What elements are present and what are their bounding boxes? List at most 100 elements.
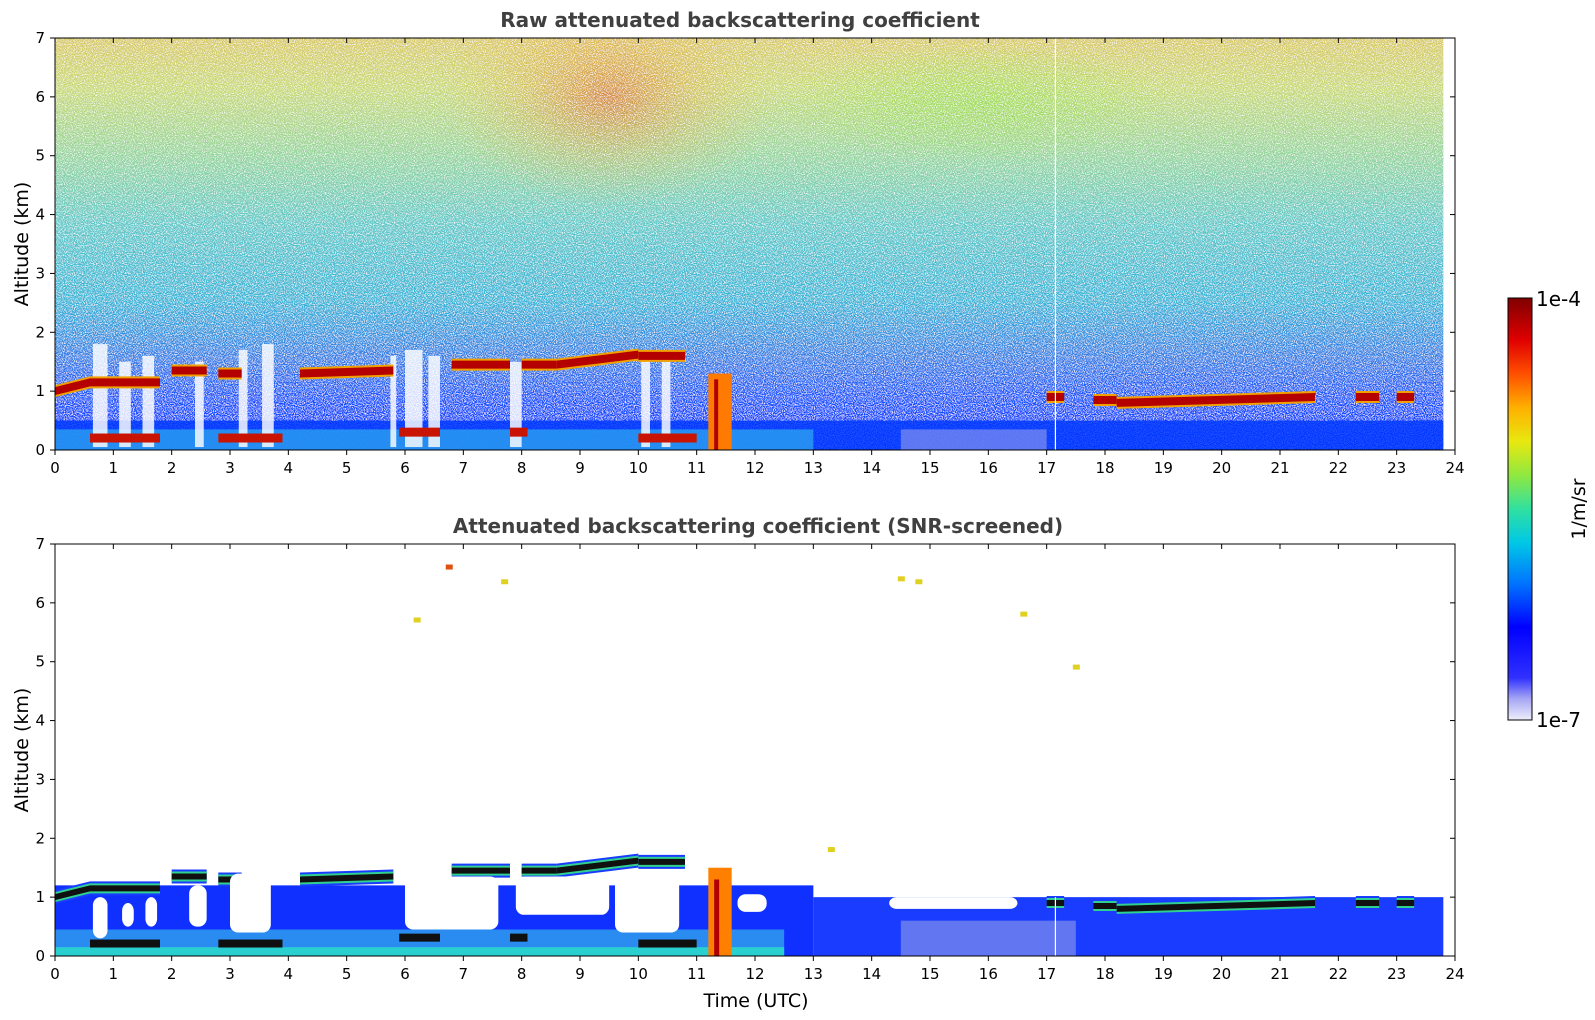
bot-xtick-label: 12 (745, 965, 764, 983)
bottom-screened-gap (405, 876, 499, 930)
top-xtick-label: 3 (225, 459, 235, 477)
top-cloud-layer (55, 378, 90, 396)
top-xtick-label: 1 (109, 459, 119, 477)
top-cloud-layer (521, 360, 557, 369)
top-xtick-label: 7 (459, 459, 469, 477)
bottom-x-axis: 0 1 2 3 4 5 6 7 8 9 10 11 12 13 14 15 16 17 18 19 20 21 22 23 24 (50, 544, 1465, 983)
bottom-low-cloud (399, 933, 440, 942)
top-cloud-layer (638, 351, 685, 360)
top-signal-gap (390, 355, 397, 448)
top-xtick-label: 8 (517, 459, 527, 477)
top-xtick-label: 5 (342, 459, 352, 477)
bottom-low-cloud (510, 933, 528, 942)
bottom-cloud-layer (521, 867, 557, 874)
top-cloud-layer (556, 350, 639, 369)
top-panel-title: Raw attenuated backscattering coefficien… (500, 8, 980, 32)
top-cloud-layer (90, 378, 160, 387)
top-aerosol-region (776, 42, 1177, 163)
bot-xtick-label: 13 (804, 965, 823, 983)
top-cloud-layer (1396, 393, 1415, 402)
bot-xtick-label: 2 (167, 965, 177, 983)
bot-xtick-label: 5 (342, 965, 352, 983)
bot-ytick-label: 4 (35, 712, 45, 730)
top-heatmap-layers (55, 38, 1444, 450)
bottom-isolated-echo (501, 579, 509, 585)
top-cloud-layer (1093, 395, 1117, 404)
top-ytick-label: 3 (35, 264, 45, 282)
top-ytick-label: 1 (35, 382, 45, 400)
top-signal-gap (238, 349, 248, 448)
top-noise-field (55, 38, 1444, 450)
top-ytick-label: 6 (35, 88, 45, 106)
bottom-low-cloud (90, 939, 160, 948)
top-xtick-label: 6 (400, 459, 410, 477)
bottom-low-cloud (218, 939, 283, 948)
bottom-precip-core (714, 879, 720, 956)
bottom-cloud-layer (638, 858, 685, 865)
bottom-cloud-layer (300, 873, 394, 883)
bottom-screened-gap (145, 897, 158, 927)
bottom-panel-title: Attenuated backscattering coefficient (S… (453, 514, 1063, 538)
bot-xtick-label: 4 (284, 965, 294, 983)
bottom-screened-gap (122, 903, 134, 927)
top-xtick-label: 18 (1095, 459, 1114, 477)
top-low-cloud (90, 433, 160, 443)
bottom-precip-shaft (708, 867, 732, 956)
bottom-ylabel: Altitude (km) (11, 688, 33, 813)
bot-xtick-label: 1 (109, 965, 119, 983)
top-xtick-label: 19 (1154, 459, 1173, 477)
top-xtick-label: 10 (629, 459, 648, 477)
bottom-surface-layer-dense (55, 947, 785, 956)
bot-ytick-label: 5 (35, 653, 45, 671)
top-low-cloud (510, 427, 528, 437)
top-y-axis: 0 1 2 3 4 5 6 7 (35, 29, 1455, 459)
top-xtick-label: 22 (1329, 459, 1348, 477)
top-ytick-label: 4 (35, 206, 45, 224)
bot-ytick-label: 1 (35, 888, 45, 906)
bot-ytick-label: 0 (35, 947, 45, 965)
top-xtick-label: 9 (575, 459, 585, 477)
bottom-screened-gap (92, 897, 108, 939)
bot-ytick-label: 7 (35, 535, 45, 553)
bot-xtick-label: 16 (979, 965, 998, 983)
bot-xtick-label: 8 (517, 965, 527, 983)
top-ytick-label: 7 (35, 29, 45, 47)
bot-xtick-label: 11 (687, 965, 706, 983)
top-x-axis: 0 1 2 3 4 5 6 7 8 9 10 11 12 13 14 15 16 17 18 19 20 21 22 23 24 (50, 38, 1465, 477)
bot-xtick-label: 23 (1387, 965, 1406, 983)
top-cloud-layer (451, 360, 510, 369)
bottom-isolated-echo (915, 579, 923, 585)
bottom-isolated-echo (1020, 611, 1028, 617)
top-cloud-layer (300, 366, 394, 378)
bottom-isolated-echo (413, 617, 421, 623)
top-xtick-label: 4 (284, 459, 294, 477)
top-signal-gap (428, 355, 440, 448)
xlabel: Time (UTC) (702, 990, 808, 1012)
bottom-low-cloud (638, 939, 697, 948)
bottom-cloud-layer (90, 885, 160, 892)
top-signal-gap (262, 344, 274, 448)
bottom-isolated-echo (897, 576, 905, 582)
bot-ytick-label: 6 (35, 594, 45, 612)
bottom-screened-gap (737, 894, 767, 912)
bottom-cloud-layer (1355, 900, 1380, 907)
bottom-isolated-echo (445, 564, 453, 570)
bot-xtick-label: 17 (1037, 965, 1056, 983)
top-signal-gap (142, 355, 155, 448)
top-xtick-label: 15 (920, 459, 939, 477)
bot-xtick-label: 0 (50, 965, 60, 983)
bottom-cloud-layer (55, 885, 90, 901)
bottom-screened-gap (515, 876, 610, 915)
bottom-cloud-layer (556, 857, 639, 874)
bot-xtick-label: 24 (1445, 965, 1464, 983)
top-xtick-label: 2 (167, 459, 177, 477)
top-xtick-label: 11 (687, 459, 706, 477)
top-aerosol-region (439, 38, 780, 207)
bot-xtick-label: 3 (225, 965, 235, 983)
bottom-cloud-layer (1396, 900, 1415, 907)
top-ylabel: Altitude (km) (11, 182, 33, 307)
bot-xtick-label: 10 (629, 965, 648, 983)
bot-xtick-label: 21 (1270, 965, 1289, 983)
top-low-cloud (399, 427, 440, 437)
bottom-cloud-layer (171, 873, 207, 880)
